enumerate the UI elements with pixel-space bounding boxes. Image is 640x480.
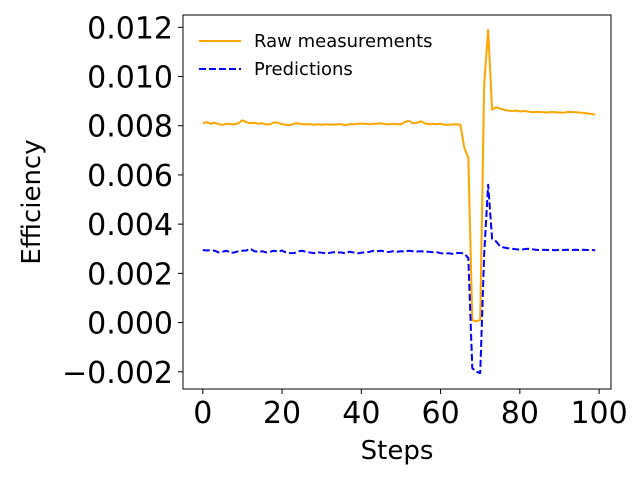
y-tick-label: 0.006 xyxy=(87,159,173,194)
legend-label-raw-measurements: Raw measurements xyxy=(254,31,433,52)
x-tick-label: 60 xyxy=(421,396,459,431)
axes-layer xyxy=(182,14,612,390)
x-axis-ticks: 0 20 40 60 80 100 xyxy=(193,389,628,431)
series-line-raw-measurements xyxy=(202,28,596,323)
y-tick-label: 0.008 xyxy=(87,110,173,145)
x-tick-label: 20 xyxy=(263,396,301,431)
y-tick-label: −0.002 xyxy=(62,356,173,391)
x-tick-label: 40 xyxy=(342,396,380,431)
x-tick-label: 0 xyxy=(193,396,212,431)
y-axis-label: Efficiency xyxy=(17,139,47,264)
y-tick-label: 0.010 xyxy=(87,61,173,96)
x-tick-label: 100 xyxy=(570,396,627,431)
x-tick-label: 80 xyxy=(501,396,539,431)
legend-label-predictions: Predictions xyxy=(254,59,353,80)
y-axis-ticks: −0.002 0.000 0.002 0.004 0.006 0.008 0.010 0.01… xyxy=(62,11,183,391)
plot-frame xyxy=(182,14,612,390)
y-tick-label: 0.012 xyxy=(87,11,173,46)
y-tick-label: 0.004 xyxy=(87,208,173,243)
legend: Raw measurements Predictions xyxy=(199,31,433,80)
y-tick-label: 0.002 xyxy=(87,257,173,292)
y-tick-label: 0.000 xyxy=(87,307,173,342)
x-axis-label: Steps xyxy=(361,436,434,466)
plot-area xyxy=(183,15,611,389)
series-layer xyxy=(202,28,596,375)
series-line-predictions xyxy=(202,183,596,375)
